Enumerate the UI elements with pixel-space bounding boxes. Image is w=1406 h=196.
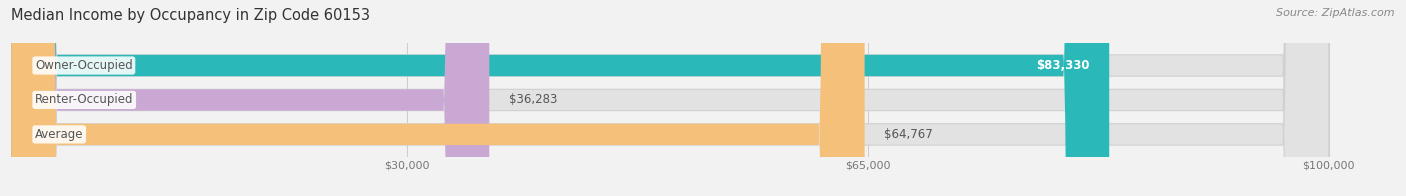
Text: Source: ZipAtlas.com: Source: ZipAtlas.com [1277, 8, 1395, 18]
FancyBboxPatch shape [11, 0, 489, 196]
FancyBboxPatch shape [11, 0, 1329, 196]
FancyBboxPatch shape [11, 0, 865, 196]
FancyBboxPatch shape [11, 0, 1109, 196]
Text: Average: Average [35, 128, 83, 141]
Text: Renter-Occupied: Renter-Occupied [35, 93, 134, 106]
Text: $36,283: $36,283 [509, 93, 557, 106]
Text: Owner-Occupied: Owner-Occupied [35, 59, 132, 72]
Text: Median Income by Occupancy in Zip Code 60153: Median Income by Occupancy in Zip Code 6… [11, 8, 370, 23]
Text: $64,767: $64,767 [884, 128, 934, 141]
Text: $83,330: $83,330 [1036, 59, 1090, 72]
FancyBboxPatch shape [11, 0, 1329, 196]
FancyBboxPatch shape [11, 0, 1329, 196]
